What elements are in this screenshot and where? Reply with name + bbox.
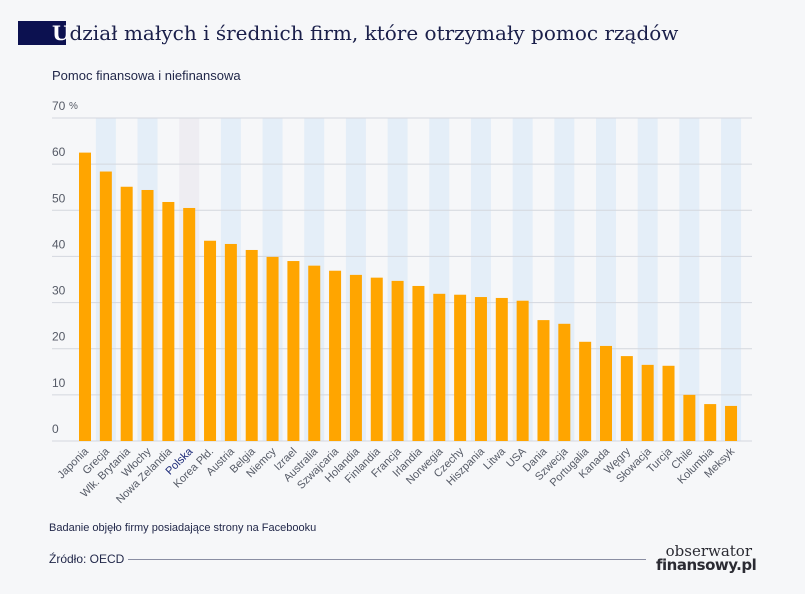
bar <box>579 341 592 441</box>
y-tick-label: 60 <box>52 145 66 159</box>
y-tick-label: 0 <box>52 422 59 436</box>
y-unit-label: % <box>69 101 78 112</box>
bar <box>120 186 133 441</box>
footer-divider <box>128 559 646 560</box>
y-tick-label: 70 <box>52 99 66 113</box>
logo: obserwator finansowy.pl <box>656 542 757 574</box>
bar <box>600 345 612 441</box>
bar <box>183 207 196 441</box>
y-tick-label: 10 <box>52 376 66 390</box>
bar <box>141 189 154 441</box>
bar <box>537 320 550 441</box>
bar <box>204 240 217 441</box>
title-text: dział małych i średnich firm, które otrz… <box>69 21 679 45</box>
bar <box>391 280 404 441</box>
bar <box>287 261 300 441</box>
x-tick-label: Turcja <box>645 445 675 475</box>
x-tick-label: Litwa <box>481 445 508 472</box>
chart-title: U dział małych i średnich firm, które ot… <box>18 18 678 48</box>
bar <box>620 356 633 441</box>
bar <box>99 171 112 442</box>
bar <box>308 265 321 441</box>
bar <box>474 297 487 441</box>
bar <box>245 249 258 441</box>
bar <box>79 152 91 441</box>
bar <box>454 294 467 441</box>
column-band <box>721 118 742 441</box>
source-label: Źródło: OECD <box>49 552 125 566</box>
title-first-letter: U <box>52 21 70 45</box>
bar <box>662 365 675 441</box>
chart-subtitle: Pomoc finansowa i niefinansowa <box>52 68 241 83</box>
bar <box>412 285 425 441</box>
bar <box>162 201 175 441</box>
bar <box>641 364 654 441</box>
bar <box>558 323 571 441</box>
bar <box>725 405 738 441</box>
bar <box>370 277 383 441</box>
bar <box>224 243 237 441</box>
y-tick-label: 20 <box>52 330 66 344</box>
bar <box>349 274 362 441</box>
bar <box>683 394 696 441</box>
y-tick-label: 30 <box>52 284 66 298</box>
bar <box>266 256 279 441</box>
bar <box>329 270 342 441</box>
column-band <box>679 118 700 441</box>
bar <box>495 297 508 441</box>
y-tick-label: 40 <box>52 237 66 251</box>
logo-line2: finansowy.pl <box>656 556 757 574</box>
column-band <box>637 118 658 441</box>
title-accent-box <box>18 21 66 45</box>
bar <box>704 404 717 441</box>
bar <box>433 293 446 441</box>
footnote: Badanie objęło firmy posiadające strony … <box>49 522 317 534</box>
bar <box>516 300 529 441</box>
y-tick-label: 50 <box>52 191 66 205</box>
logo-line1: obserwator <box>665 542 752 560</box>
